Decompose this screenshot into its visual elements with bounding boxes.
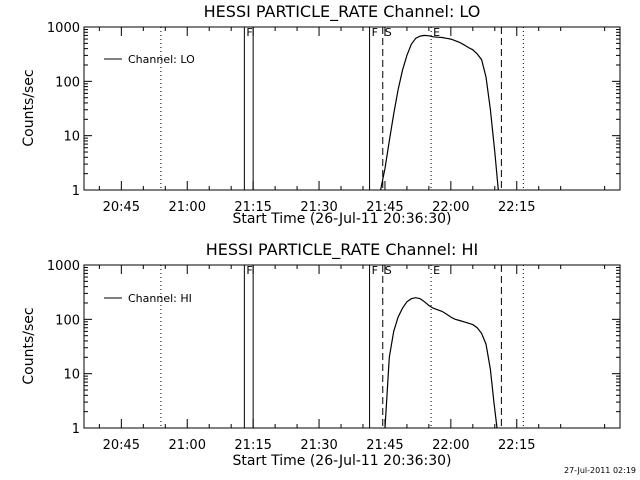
x-axis-label-lo: Start Time (26-Jul-11 20:36:30) xyxy=(232,211,451,227)
x-tick-label-hi: 21:30 xyxy=(300,438,337,453)
tick-marks-lo xyxy=(84,26,620,191)
x-tick-label-lo: 21:15 xyxy=(234,200,271,215)
panel-hi: HESSI PARTICLE_RATE Channel: HI Start Ti… xyxy=(21,240,621,469)
x-tick-label-lo: 21:30 xyxy=(300,200,337,215)
plot-timestamp: 27-Jul-2011 02:19 xyxy=(564,466,636,475)
y-tick-label-lo: 100 xyxy=(55,75,80,90)
chart-title-hi: HESSI PARTICLE_RATE Channel: HI xyxy=(206,240,479,260)
series-group-lo xyxy=(380,34,499,191)
y-axis-label-hi: Counts/sec xyxy=(21,307,37,384)
x-tick-label-lo: 20:45 xyxy=(103,200,140,215)
x-tick-labels-lo: 20:45 21:00 21:15 21:30 21:45 22:00 22:15 xyxy=(103,200,536,215)
marker-label-lo: F xyxy=(246,26,252,39)
x-tick-label-hi: 21:45 xyxy=(366,438,403,453)
y-tick-label-lo: 1000 xyxy=(47,21,80,36)
tick-marks-hi xyxy=(84,264,620,429)
x-tick-label-hi: 21:15 xyxy=(234,438,271,453)
marker-label-hi: F xyxy=(372,264,378,277)
marker-label-lo: S xyxy=(385,26,392,39)
legend-lo: Channel: LO xyxy=(104,53,195,66)
y-axis-label-lo: Counts/sec xyxy=(21,69,37,146)
legend-label-hi: Channel: HI xyxy=(128,292,192,305)
plot-frame-hi xyxy=(83,264,621,429)
series-line-lo xyxy=(380,34,499,191)
y-tick-label-hi: 10 xyxy=(63,368,80,383)
series-group-hi xyxy=(384,297,498,429)
series-line-hi xyxy=(384,297,498,429)
plot-frame-lo xyxy=(83,26,621,191)
x-tick-label-lo: 21:45 xyxy=(366,200,403,215)
y-tick-label-hi: 100 xyxy=(55,313,80,328)
marker-label-hi: S xyxy=(385,264,392,277)
y-tick-labels-lo: 1 10 100 1000 xyxy=(47,21,80,199)
marker-label-hi: F xyxy=(246,264,252,277)
x-tick-label-lo: 21:00 xyxy=(169,200,206,215)
y-tick-label-lo: 1 xyxy=(72,184,80,199)
x-axis-label-hi: Start Time (26-Jul-11 20:36:30) xyxy=(232,453,451,469)
marker-label-hi: E xyxy=(433,264,440,277)
marker-label-lo: F xyxy=(372,26,378,39)
x-tick-label-hi: 22:15 xyxy=(498,438,535,453)
x-tick-label-lo: 22:15 xyxy=(498,200,535,215)
y-tick-label-lo: 10 xyxy=(63,130,80,145)
y-tick-label-hi: 1 xyxy=(72,422,80,437)
panel-lo: HESSI PARTICLE_RATE Channel: LO Start Ti… xyxy=(21,2,621,227)
chart-title-lo: HESSI PARTICLE_RATE Channel: LO xyxy=(204,2,481,22)
legend-label-lo: Channel: LO xyxy=(128,53,195,66)
y-tick-label-hi: 1000 xyxy=(47,259,80,274)
x-tick-label-hi: 20:45 xyxy=(103,438,140,453)
legend-hi: Channel: HI xyxy=(104,292,192,305)
y-tick-labels-hi: 1 10 100 1000 xyxy=(47,259,80,437)
marker-label-lo: E xyxy=(433,26,440,39)
x-tick-label-hi: 22:00 xyxy=(432,438,469,453)
x-tick-label-hi: 21:00 xyxy=(169,438,206,453)
x-tick-label-lo: 22:00 xyxy=(432,200,469,215)
x-tick-labels-hi: 20:45 21:00 21:15 21:30 21:45 22:00 22:15 xyxy=(103,438,536,453)
